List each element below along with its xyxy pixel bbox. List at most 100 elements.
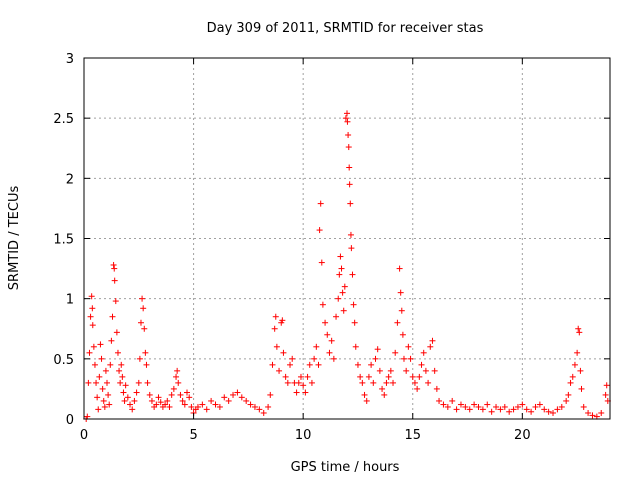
data-point — [256, 406, 263, 413]
data-point — [101, 403, 108, 410]
data-point — [344, 110, 350, 117]
x-tick-label: 15 — [404, 428, 421, 443]
data-point — [86, 349, 93, 356]
data-point — [120, 389, 127, 396]
data-point — [574, 349, 581, 356]
data-point — [267, 391, 274, 398]
data-point — [104, 379, 111, 386]
data-point — [453, 406, 460, 413]
data-point — [212, 401, 219, 408]
data-point — [427, 343, 434, 350]
data-point — [339, 289, 346, 296]
data-point — [390, 379, 397, 386]
data-point — [392, 349, 399, 356]
data-point — [107, 361, 114, 368]
data-point — [571, 361, 578, 368]
data-point — [153, 401, 160, 408]
data-point — [127, 401, 134, 408]
data-point — [580, 403, 587, 410]
data-point — [317, 200, 324, 207]
data-point — [243, 397, 250, 404]
x-tick-label: 5 — [189, 428, 197, 443]
data-point — [361, 391, 368, 398]
data-point — [328, 337, 335, 344]
data-point — [416, 373, 423, 380]
data-point — [396, 265, 403, 272]
data-point — [170, 385, 177, 392]
data-point — [578, 385, 585, 392]
data-point — [425, 379, 432, 386]
data-point — [341, 283, 348, 290]
data-point — [488, 408, 495, 415]
data-point — [532, 403, 539, 410]
data-point — [142, 349, 149, 356]
data-point — [519, 401, 526, 408]
data-point — [440, 401, 447, 408]
data-point — [565, 391, 572, 398]
data-point — [168, 391, 175, 398]
data-point — [374, 346, 381, 353]
data-point — [95, 406, 102, 413]
data-point — [418, 361, 425, 368]
data-points — [83, 110, 611, 422]
data-point — [479, 406, 486, 413]
data-point — [409, 373, 416, 380]
data-point — [335, 295, 342, 302]
data-point — [140, 305, 147, 312]
data-point — [471, 401, 478, 408]
data-point — [221, 394, 228, 401]
data-point — [554, 406, 561, 413]
data-point — [208, 397, 215, 404]
data-point — [203, 406, 210, 413]
data-point — [135, 379, 142, 386]
data-point — [87, 313, 94, 320]
data-point — [272, 313, 279, 320]
data-point — [357, 373, 364, 380]
data-point — [121, 397, 128, 404]
data-point — [85, 379, 92, 386]
data-point — [397, 289, 404, 296]
data-point — [260, 409, 267, 416]
data-point — [528, 408, 535, 415]
data-point — [90, 343, 97, 350]
data-point — [157, 399, 164, 406]
data-point — [297, 373, 304, 380]
data-point — [139, 295, 146, 302]
data-point — [337, 253, 344, 260]
data-point — [322, 319, 329, 326]
data-point — [271, 325, 278, 332]
data-point — [124, 394, 131, 401]
data-point — [122, 382, 129, 389]
data-point — [603, 382, 610, 389]
data-point — [308, 379, 315, 386]
data-point — [318, 259, 325, 266]
data-point — [131, 397, 138, 404]
data-point — [431, 367, 438, 374]
data-point — [100, 397, 107, 404]
data-point — [302, 389, 309, 396]
data-point — [116, 367, 123, 374]
data-point — [225, 397, 232, 404]
data-point — [484, 401, 491, 408]
data-point — [405, 343, 412, 350]
data-point — [348, 245, 355, 252]
data-point — [119, 373, 126, 380]
data-point — [359, 379, 366, 386]
data-point — [346, 164, 353, 171]
data-point — [326, 349, 333, 356]
data-point — [523, 406, 530, 413]
data-point — [99, 385, 106, 392]
data-point — [589, 412, 596, 419]
data-point — [324, 331, 331, 338]
data-point — [162, 401, 169, 408]
data-point — [88, 293, 95, 300]
data-point — [383, 379, 390, 386]
data-point — [175, 379, 182, 386]
data-point — [363, 397, 370, 404]
data-point — [89, 322, 96, 329]
data-point — [398, 307, 405, 314]
data-point — [230, 391, 237, 398]
data-point — [282, 373, 289, 380]
data-point — [247, 401, 254, 408]
data-point — [602, 391, 609, 398]
